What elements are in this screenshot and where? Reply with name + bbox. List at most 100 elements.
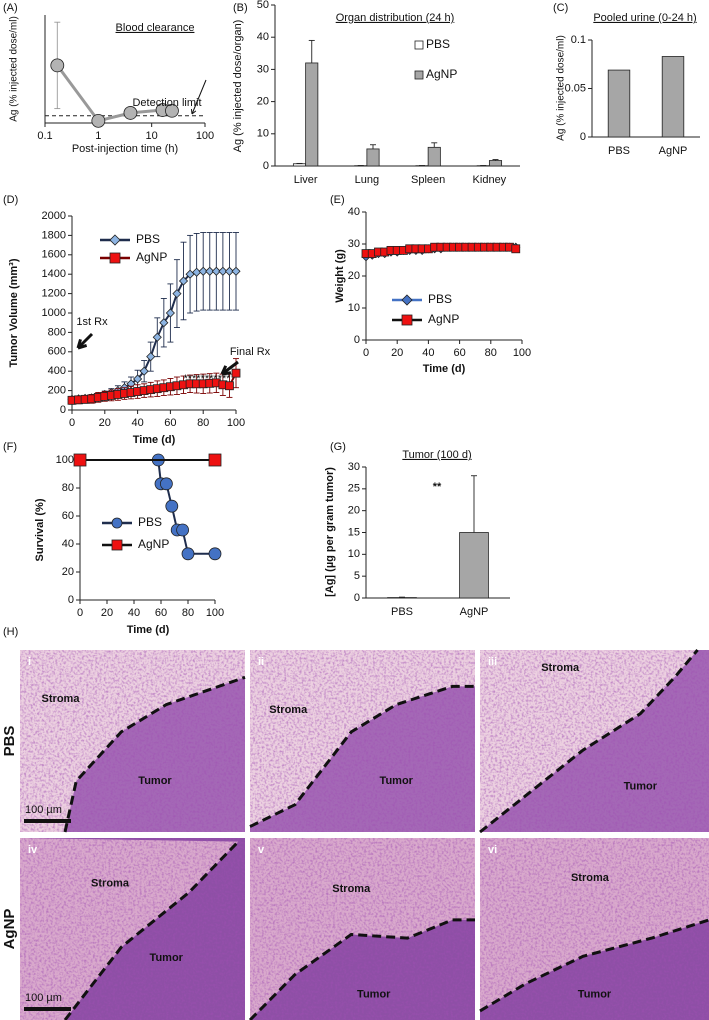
y-tick-label: 1000	[42, 307, 66, 319]
y-tick-label: 20	[257, 96, 269, 108]
annotation: Detection limit	[132, 97, 201, 109]
point	[146, 352, 156, 362]
y-tick-label: 5	[354, 570, 360, 582]
image-numeral: vi	[488, 844, 497, 856]
bar	[459, 532, 489, 599]
x-axis-label: Time (d)	[423, 363, 466, 375]
panel-label: (G)	[330, 441, 346, 453]
arrow	[221, 360, 239, 376]
y-tick-label: 200	[48, 385, 66, 397]
x-tick-label: 80	[182, 607, 194, 619]
point	[231, 266, 241, 276]
x-axis-label: Time (d)	[133, 434, 176, 446]
region-label: Tumor	[138, 775, 172, 787]
x-tick-label: Liver	[294, 174, 318, 186]
annotation: Final Rx	[230, 346, 271, 358]
point	[218, 266, 228, 276]
x-tick-label: 20	[101, 607, 113, 619]
y-tick-label: 1200	[42, 288, 66, 300]
annotation: 1st Rx	[76, 316, 108, 328]
point	[211, 266, 221, 276]
y-tick-label: 30	[348, 461, 360, 473]
x-tick-label: 100	[196, 130, 214, 142]
bar	[661, 56, 685, 138]
image-numeral: v	[258, 844, 265, 856]
bar	[488, 160, 503, 167]
y-tick-label: 0	[354, 334, 360, 346]
x-tick-label: 100	[206, 607, 224, 619]
series-line	[56, 64, 173, 123]
point	[205, 266, 215, 276]
y-axis-label: [Ag] (µg per gram tumor)	[324, 467, 336, 597]
y-tick-label: 30	[348, 238, 360, 250]
panel-label: (B)	[233, 2, 248, 14]
x-tick-label: 40	[128, 607, 140, 619]
point	[139, 366, 149, 376]
region-label: Stroma	[269, 704, 308, 716]
tissue-texture	[20, 650, 245, 832]
y-tick-label: 0	[580, 131, 586, 143]
panel-label: (A)	[3, 2, 18, 14]
x-tick-label: 20	[99, 417, 111, 429]
point	[165, 308, 175, 318]
region-label: Tumor	[380, 775, 414, 787]
panel-label: (F)	[3, 441, 17, 453]
y-tick-label: 20	[348, 505, 360, 517]
legend-label: PBS	[428, 292, 452, 306]
point	[231, 368, 241, 378]
image-numeral: iii	[488, 656, 497, 668]
x-tick-label: 100	[513, 347, 531, 359]
y-tick-label: 2000	[42, 210, 66, 222]
tumor-boundary	[248, 918, 475, 1020]
y-tick-label: 40	[62, 538, 74, 550]
region-label: Tumor	[150, 952, 184, 964]
x-tick-label: PBS	[608, 145, 630, 157]
bar	[292, 163, 307, 167]
y-tick-label: 400	[48, 365, 66, 377]
tumor-boundary	[249, 684, 475, 828]
point	[133, 374, 143, 384]
x-tick-label: AgNP	[659, 145, 688, 157]
legend-label: AgNP	[426, 67, 457, 81]
y-tick-label: 80	[62, 482, 74, 494]
arrow-head	[76, 338, 88, 350]
chart-title: Organ distribution (24 h)	[336, 12, 455, 24]
y-tick-label: 0.05	[565, 82, 586, 94]
x-axis-label: Time (d)	[127, 624, 170, 636]
legend-marker	[111, 517, 123, 529]
arrow-head	[190, 108, 197, 115]
x-tick-label: 60	[453, 347, 465, 359]
y-tick-label: 1400	[42, 268, 66, 280]
y-tick-label: 600	[48, 346, 66, 358]
legend-swatch	[414, 70, 424, 80]
x-tick-label: 60	[155, 607, 167, 619]
x-tick-label: Spleen	[411, 174, 445, 186]
legend-swatch	[414, 40, 424, 50]
y-tick-label: 0	[68, 594, 74, 606]
point	[73, 453, 87, 467]
y-tick-label: 100	[56, 454, 74, 466]
x-tick-label: Kidney	[473, 174, 507, 186]
chart-title: Pooled urine (0-24 h)	[593, 12, 696, 24]
image-numeral: i	[28, 656, 31, 668]
region-label: Stroma	[42, 693, 81, 705]
y-tick-label: 60	[62, 510, 74, 522]
y-tick-label: 40	[348, 206, 360, 218]
x-tick-label: 20	[391, 347, 403, 359]
legend-marker	[111, 539, 123, 551]
bar	[427, 146, 441, 167]
bar	[305, 62, 319, 167]
y-tick-label: 25	[348, 483, 360, 495]
x-tick-label: 0	[77, 607, 83, 619]
y-tick-label: 20	[62, 566, 74, 578]
point	[208, 547, 222, 561]
scale-bar	[24, 819, 71, 823]
point	[511, 244, 521, 254]
point	[172, 289, 182, 299]
x-tick-label: 80	[485, 347, 497, 359]
region-label: Tumor	[578, 988, 612, 1000]
tumor-boundary	[63, 675, 246, 833]
annotation: **	[433, 481, 442, 493]
y-tick-label: 20	[348, 270, 360, 282]
point	[165, 103, 179, 118]
